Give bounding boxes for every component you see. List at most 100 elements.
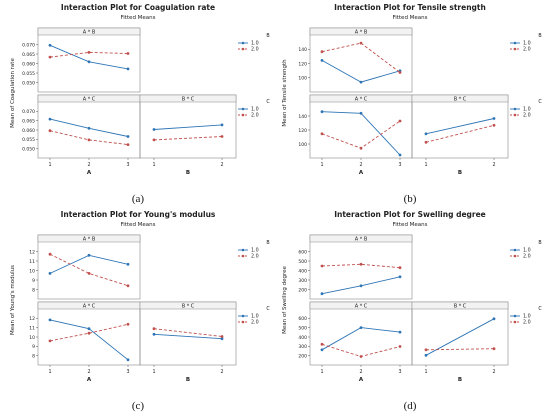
- legend-b-item: 2.0: [251, 47, 259, 53]
- chart-d: Interaction Plot for Swelling degree Fitt…: [282, 210, 542, 383]
- panel-mid-right-label-strip: [139, 301, 237, 310]
- y-tick-label: 9: [32, 344, 35, 350]
- x-axis-label: A: [87, 377, 92, 383]
- legend-b-item: 1.0: [251, 248, 259, 254]
- data-point: [48, 55, 52, 59]
- panel-top-label-strip: [37, 27, 141, 36]
- chart-c: Interaction Plot for Young's modulus Fitt…: [10, 210, 270, 383]
- legend-c-title: C: [538, 99, 542, 105]
- data-point: [126, 262, 130, 266]
- x-tick-label: 3: [126, 369, 129, 375]
- data-point: [320, 292, 324, 296]
- panel-top-label: A * B: [355, 237, 368, 243]
- x-axis-label-b: B: [458, 377, 462, 383]
- legend-b-item: 1.0: [251, 41, 259, 47]
- panel-top-frame: [309, 234, 413, 300]
- panel-mid-left-label: A * C: [83, 304, 96, 310]
- x-tick-label: 2: [87, 162, 90, 168]
- y-axis-label: Mean of Young's modulus: [10, 265, 16, 335]
- x-tick-label: 2: [492, 162, 495, 168]
- panel-mid-left-label: A * C: [355, 97, 368, 103]
- series-line-2.0: [153, 136, 223, 141]
- series-line-1.0: [153, 333, 223, 340]
- legend-b-marker: [241, 47, 245, 51]
- series-line-1.0: [49, 254, 129, 274]
- x-tick-label: 2: [220, 369, 223, 375]
- y-tick-label: 120: [298, 61, 307, 67]
- x-tick-label: 2: [359, 162, 362, 168]
- x-tick-label: 1: [320, 162, 323, 168]
- y-tick-label: 0.065: [22, 118, 35, 124]
- legend-b-item: 2.0: [523, 254, 531, 260]
- y-tick-label: 600: [298, 249, 307, 255]
- y-tick-label: 0.060: [22, 61, 35, 67]
- data-point: [359, 111, 363, 115]
- series-line-2.0: [425, 124, 495, 143]
- data-point: [359, 80, 363, 84]
- legend-c-marker: [513, 320, 517, 324]
- x-tick-label: 3: [126, 162, 129, 168]
- data-point: [220, 123, 224, 127]
- legend-b-marker: [513, 47, 517, 51]
- y-axis-label: Mean of Tensile strength: [282, 59, 288, 127]
- legend-c-marker: [241, 113, 245, 117]
- x-tick-label: 2: [220, 162, 223, 168]
- data-point: [320, 348, 324, 352]
- data-point: [87, 253, 91, 257]
- y-tick-label: 0.055: [22, 137, 35, 143]
- data-point: [126, 358, 130, 362]
- legend-c-item: 1.0: [251, 314, 259, 320]
- data-point: [220, 335, 224, 338]
- x-tick-label: 1: [48, 162, 51, 168]
- legend-c-item: 1.0: [523, 107, 531, 113]
- x-tick-label: 2: [492, 369, 495, 375]
- y-tick-label: 400: [298, 268, 307, 274]
- legend-b-marker: [513, 254, 517, 258]
- panel-top-label-strip: [309, 27, 413, 36]
- data-point: [48, 117, 52, 121]
- caption-b: (b): [403, 193, 417, 205]
- series-line-2.0: [49, 253, 129, 287]
- data-point: [424, 132, 428, 136]
- caption-c: (c): [131, 400, 145, 412]
- panel-mid-left-label: A * C: [83, 97, 96, 103]
- series-line-1.0: [153, 124, 223, 130]
- legend-b-title: B: [266, 240, 269, 246]
- data-point: [48, 339, 52, 343]
- data-point: [126, 67, 130, 71]
- data-point: [320, 264, 324, 268]
- y-tick-label: 10: [29, 335, 35, 341]
- data-point: [398, 330, 402, 334]
- data-point: [126, 284, 130, 288]
- y-axis-label: Mean of Coagulation rate: [10, 58, 16, 128]
- legend-b-title: B: [538, 33, 541, 39]
- y-tick-label: 12: [29, 249, 35, 255]
- legend-c-marker: [513, 107, 517, 111]
- chart-subtitle: Fitted Means: [392, 15, 427, 21]
- panel-top-label: A * B: [355, 30, 368, 36]
- data-point: [87, 60, 91, 64]
- legend-c-item: 1.0: [251, 107, 259, 113]
- series-line-1.0: [49, 319, 129, 361]
- x-tick-label: 3: [398, 369, 401, 375]
- legend-c-marker: [241, 320, 245, 324]
- data-point: [152, 332, 156, 336]
- data-point: [48, 252, 52, 256]
- y-tick-label: 0.065: [22, 52, 35, 58]
- series-line-2.0: [49, 51, 129, 58]
- y-tick-label: 0.060: [22, 128, 35, 134]
- x-tick-label: 1: [48, 369, 51, 375]
- data-point: [320, 50, 324, 54]
- data-point: [359, 262, 363, 266]
- legend-c-marker: [513, 314, 517, 318]
- data-point: [87, 51, 91, 54]
- y-tick-label: 200: [298, 287, 307, 293]
- legend-c-title: C: [538, 306, 542, 312]
- data-point: [320, 59, 324, 62]
- series-line-1.0: [425, 118, 495, 135]
- caption-d: (d): [403, 400, 417, 412]
- legend-b-item: 2.0: [251, 254, 259, 260]
- chart-title: Interaction Plot for Tensile strength: [334, 3, 486, 12]
- chart-b: Interaction Plot for Tensile strength Fit…: [282, 3, 542, 176]
